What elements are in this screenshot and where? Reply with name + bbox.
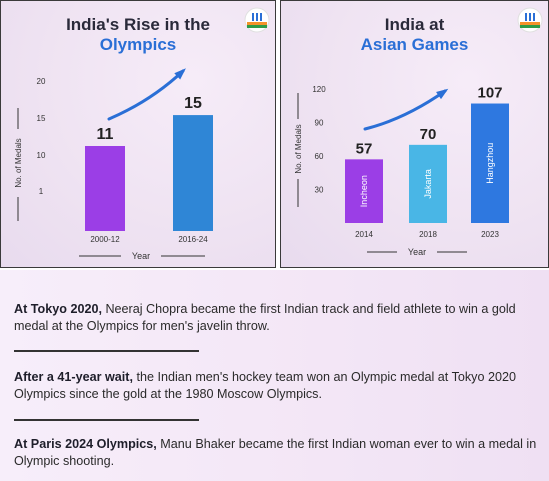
x-tick-label: 2023 — [481, 230, 499, 239]
fact-lead: After a 41-year wait, — [14, 370, 133, 384]
bar — [345, 159, 383, 223]
asian-title-line2: Asian Games — [360, 35, 469, 54]
fact-item: After a 41-year wait, the Indian men's h… — [14, 369, 542, 403]
asian-games-chart-panel: India at Asian Games 30 60 90 120 No. of Med… — [280, 0, 549, 268]
bar — [85, 146, 125, 231]
y-tick-label: 1 — [39, 187, 44, 196]
bar-value-label: 107 — [477, 85, 502, 102]
y-tick-label: 10 — [37, 151, 46, 160]
bar-venue-label: Jakarta — [423, 169, 433, 199]
y-tick-label: 60 — [315, 152, 324, 161]
bar-venue-label: Hangzhou — [485, 143, 495, 184]
olympics-title-line1: India's Rise in the — [66, 15, 210, 34]
divider — [14, 419, 199, 421]
asian-title-line1: India at — [384, 15, 445, 34]
divider — [14, 350, 199, 352]
asian-games-bar-chart: 30 60 90 120 No. of Medals 57 Incheon 2014 70 Jak… — [294, 85, 509, 257]
trend-arrow-head — [174, 68, 186, 80]
fact-item: At Paris 2024 Olympics, Manu Bhaker beca… — [14, 436, 542, 470]
bar-venue-label: Incheon — [359, 175, 369, 207]
y-tick-label: 15 — [37, 114, 46, 123]
x-tick-label: 2014 — [355, 230, 373, 239]
y-tick-label: 30 — [315, 186, 324, 195]
y-axis-label: No. of Medals — [294, 124, 303, 173]
fact-text: Manu Bhaker became the first Indian woma… — [14, 437, 537, 468]
y-tick-label: 20 — [37, 77, 46, 86]
olympics-title-line2: Olympics — [99, 35, 177, 54]
y-tick-label: 90 — [315, 119, 324, 128]
trend-arrow — [107, 69, 185, 121]
fact-text: Neeraj Chopra became the first Indian tr… — [14, 302, 516, 333]
fact-lead: At Tokyo 2020, — [14, 302, 102, 316]
bar-value-label: 57 — [356, 140, 373, 157]
x-tick-label: 2016-24 — [178, 235, 208, 244]
x-axis-label: Year — [408, 247, 426, 257]
fact-lead: At Paris 2024 Olympics, — [14, 437, 157, 451]
x-tick-label: 2000-12 — [90, 235, 120, 244]
trend-arrow — [363, 89, 447, 131]
pib-logo-icon — [244, 7, 270, 33]
bar — [409, 144, 447, 223]
y-axis-label: No. of Medals — [14, 138, 23, 187]
bar — [173, 115, 213, 231]
bar-value-label: 70 — [420, 126, 437, 143]
olympics-chart-panel: India's Rise in the Olympics 1 10 15 20 No. … — [0, 0, 276, 268]
bar-value-label: 11 — [97, 126, 114, 143]
olympics-chart-title: India's Rise in the Olympics — [1, 15, 275, 55]
facts-section: At Tokyo 2020, Neeraj Chopra became the … — [0, 270, 549, 481]
pib-logo-icon — [517, 7, 543, 33]
y-tick-label: 120 — [312, 85, 326, 94]
bar — [471, 103, 509, 223]
bar-value-label: 15 — [184, 95, 202, 112]
fact-item: At Tokyo 2020, Neeraj Chopra became the … — [14, 301, 542, 335]
fact-text: the Indian men's hockey team won an Olym… — [14, 370, 516, 401]
asian-chart-title: India at Asian Games — [281, 15, 548, 55]
x-tick-label: 2018 — [419, 230, 437, 239]
olympics-bar-chart: 1 10 15 20 No. of Medals 11 2000-12 15 2016-24 Ye… — [14, 68, 213, 261]
x-axis-label: Year — [132, 251, 150, 261]
trend-arrow-head — [436, 88, 449, 100]
